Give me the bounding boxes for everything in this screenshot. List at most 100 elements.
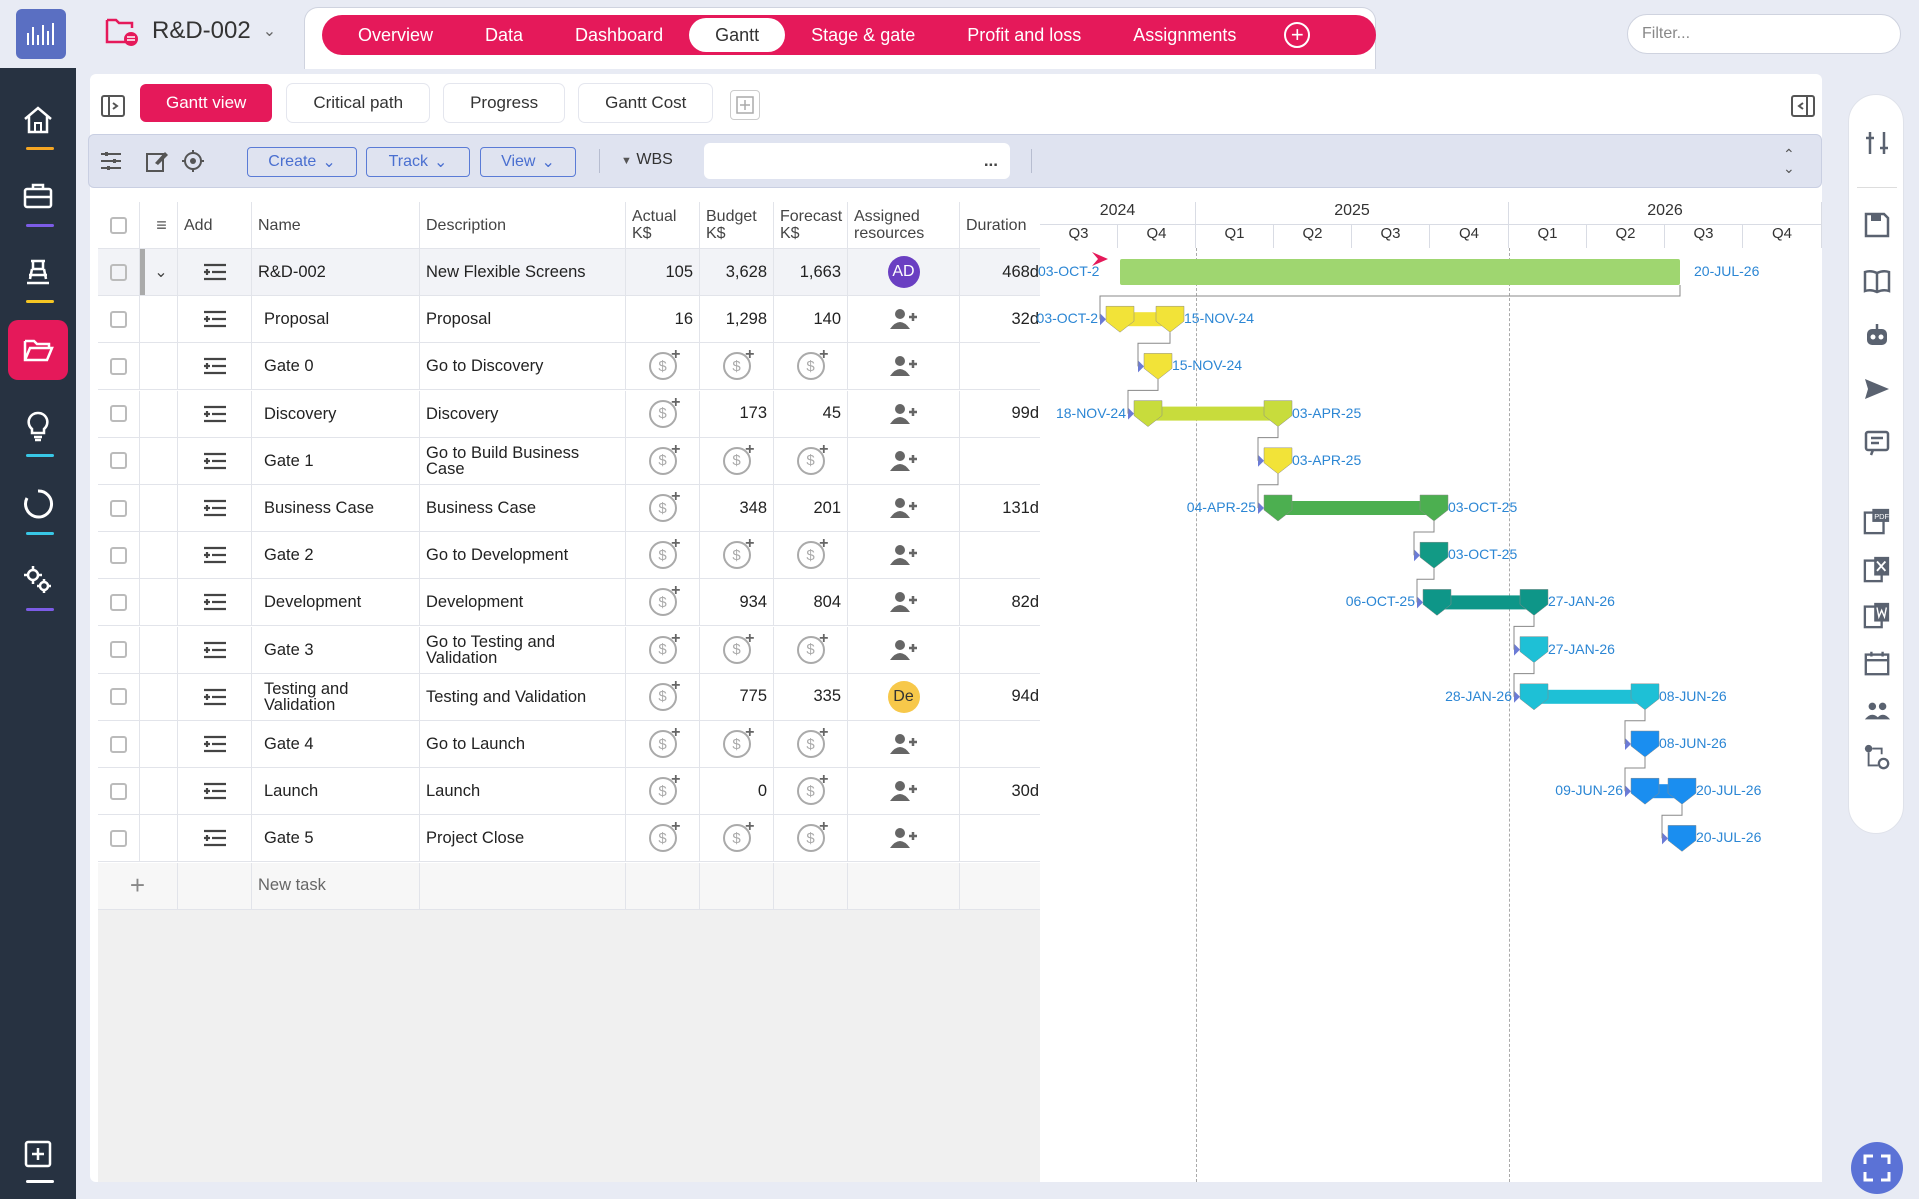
gantt-bar[interactable] (1513, 662, 1660, 711)
add-cost-icon[interactable]: $ (722, 630, 754, 664)
gantt-bar[interactable] (1513, 615, 1549, 663)
add-cost-icon[interactable]: $ (722, 346, 754, 381)
collapse-chevron-icon[interactable]: ⌄ (154, 264, 168, 281)
add-person-icon[interactable] (889, 402, 919, 426)
users-icon[interactable] (1863, 697, 1891, 725)
add-cost-icon[interactable]: $ (648, 630, 680, 664)
gantt-bar[interactable] (1413, 521, 1449, 569)
add-person-icon[interactable] (889, 543, 919, 567)
row-checkbox[interactable] (110, 499, 127, 517)
add-cost-icon[interactable]: $ (796, 818, 828, 853)
add-subtask-icon[interactable] (202, 498, 228, 518)
table-row[interactable]: Gate 3 Go to Testing and Validation $ $ $ (98, 626, 1046, 674)
home-icon[interactable] (8, 90, 68, 150)
gantt-bar[interactable] (1137, 332, 1173, 380)
gantt-bar[interactable] (1127, 379, 1293, 427)
add-cost-icon[interactable]: $ (796, 630, 828, 664)
expand-collapse-icon[interactable]: ⌃ ⌄ (1783, 146, 1795, 176)
app-logo[interactable] (16, 9, 66, 59)
row-checkbox[interactable] (110, 735, 127, 753)
add-cost-icon[interactable]: $ (796, 346, 828, 381)
subtab-gantt-cost[interactable]: Gantt Cost (579, 84, 713, 122)
gantt-bar[interactable] (1661, 804, 1697, 852)
settings-gears-icon[interactable] (8, 550, 68, 610)
add-person-icon[interactable] (889, 732, 919, 756)
add-cost-icon[interactable]: $ (796, 441, 828, 475)
add-subtask-icon[interactable] (202, 404, 228, 424)
toggle-left-panel-icon[interactable] (100, 94, 126, 123)
add-subtask-icon[interactable] (202, 262, 228, 282)
row-checkbox[interactable] (110, 641, 127, 659)
send-icon[interactable] (1863, 375, 1891, 403)
add-cost-icon[interactable]: $ (648, 441, 680, 475)
table-row[interactable]: Launch Launch $0 $30d (98, 768, 1046, 816)
add-person-icon[interactable] (889, 449, 919, 473)
table-row[interactable]: Gate 2 Go to Development $ $ $ (98, 532, 1046, 580)
tab-gantt[interactable]: Gantt (689, 18, 786, 52)
add-subtask-icon[interactable] (202, 781, 228, 801)
tab-overview[interactable]: Overview (358, 24, 434, 45)
track-button[interactable]: Track ⌄ (366, 147, 470, 177)
add-tab-icon[interactable]: + (1284, 22, 1311, 48)
add-cost-icon[interactable]: $ (722, 441, 754, 475)
robot-icon[interactable] (1863, 321, 1891, 349)
row-checkbox[interactable] (110, 310, 127, 328)
add-subtask-icon[interactable] (202, 356, 228, 376)
view-button[interactable]: View ⌄ (480, 147, 576, 177)
add-person-icon[interactable] (889, 307, 919, 331)
add-person-icon[interactable] (889, 826, 919, 850)
add-cost-icon[interactable]: $ (648, 394, 680, 428)
gantt-bar[interactable] (1257, 426, 1293, 475)
tab-profit-and-loss[interactable]: Profit and loss (967, 24, 1082, 45)
add-person-icon[interactable] (889, 590, 919, 614)
tab-stage-gate[interactable]: Stage & gate (811, 24, 916, 45)
tab-dashboard[interactable]: Dashboard (575, 24, 664, 45)
add-subtask-icon[interactable] (202, 592, 228, 612)
add-person-icon[interactable] (889, 638, 919, 662)
table-row[interactable]: Testing and Validation Testing and Valida… (98, 673, 1046, 721)
edit-icon[interactable] (145, 149, 169, 178)
fullscreen-button[interactable] (1851, 1142, 1903, 1194)
gantt-bar[interactable] (1624, 757, 1697, 805)
workflow-settings-icon[interactable] (1863, 743, 1891, 771)
add-view-icon[interactable] (730, 90, 760, 120)
idea-icon[interactable] (8, 396, 68, 456)
word-export-icon[interactable] (1863, 601, 1891, 629)
add-person-icon[interactable] (889, 354, 919, 378)
table-row[interactable]: Gate 1 Go to Build Business Case $ $ $ (98, 437, 1046, 485)
table-row[interactable]: Gate 5 Project Close $ $ $ (98, 815, 1046, 863)
pdf-export-icon[interactable]: PDF (1863, 507, 1891, 535)
wbs-input[interactable]: ... (704, 143, 1010, 179)
add-cost-icon[interactable]: $ (722, 818, 754, 853)
table-row[interactable]: Gate 4 Go to Launch $ $ $ (98, 721, 1046, 768)
add-cost-icon[interactable]: $ (648, 346, 680, 381)
adjust-icon[interactable] (1863, 129, 1891, 157)
add-cost-icon[interactable]: $ (648, 488, 680, 522)
add-cost-icon[interactable]: $ (722, 724, 754, 758)
table-row[interactable]: ⌄ R&D-002 New Flexible Screens 105 3,628 1,66… (98, 249, 1046, 296)
row-checkbox[interactable] (110, 263, 127, 281)
strategy-icon[interactable] (8, 242, 68, 302)
projects-folder-icon[interactable] (8, 320, 68, 380)
resource-avatar[interactable]: De (887, 680, 920, 713)
table-row[interactable]: Business Case Business Case $348 201 131d (98, 485, 1046, 532)
add-subtask-icon[interactable] (202, 545, 228, 565)
add-subtask-icon[interactable] (202, 734, 228, 754)
add-subtask-icon[interactable] (202, 451, 228, 471)
add-cost-icon[interactable]: $ (722, 535, 754, 570)
add-cost-icon[interactable]: $ (648, 724, 680, 758)
row-checkbox[interactable] (110, 405, 127, 423)
calendar-icon[interactable] (1863, 649, 1891, 677)
report-icon[interactable] (1863, 429, 1891, 457)
cycle-icon[interactable] (8, 474, 68, 534)
subtab-gantt-view[interactable]: Gantt view (140, 84, 273, 122)
table-row[interactable]: Gate 0 Go to Discovery $ $ $ (98, 343, 1046, 391)
add-subtask-icon[interactable] (202, 309, 228, 329)
row-checkbox[interactable] (110, 593, 127, 611)
table-row[interactable]: Proposal Proposal 16 1,298 140 32d (98, 296, 1046, 344)
add-cost-icon[interactable]: $ (648, 582, 680, 617)
book-icon[interactable] (1863, 267, 1891, 295)
row-checkbox[interactable] (110, 782, 127, 800)
row-checkbox[interactable] (110, 546, 127, 564)
add-cost-icon[interactable]: $ (796, 535, 828, 570)
